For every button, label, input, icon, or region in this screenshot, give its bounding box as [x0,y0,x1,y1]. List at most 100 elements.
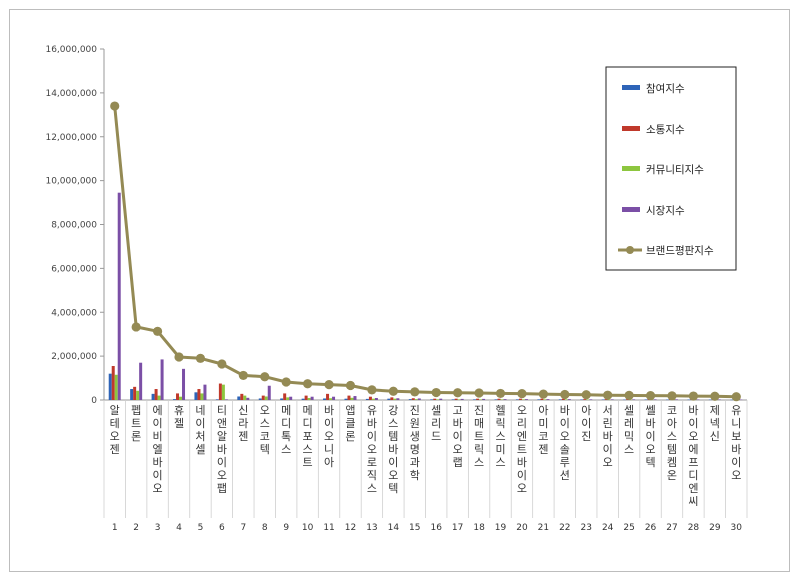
bar-4 [374,398,378,400]
brand-index-point [538,389,548,399]
brand-index-point [303,379,313,389]
bar-2 [433,398,437,400]
bar-4 [503,399,507,400]
x-rank-label: 9 [283,523,289,533]
bar-3 [629,399,633,401]
bar-3 [586,399,590,401]
bar-3 [607,399,611,401]
x-rank-label: 17 [452,523,463,533]
y-tick-label: 12,000,000 [45,133,97,143]
brand-index-point [238,370,248,381]
brand-index-point [431,387,441,398]
legend-swatch [622,126,640,131]
bar-3 [264,396,268,400]
brand-index-point [667,391,677,401]
x-rank-label: 13 [366,523,377,533]
bar-1 [623,399,627,401]
bar-3 [414,399,418,400]
x-rank-label: 10 [302,523,314,533]
x-rank-label: 25 [623,523,634,533]
y-tick-label: 14,000,000 [45,89,97,99]
brand-index-point [367,385,377,395]
bar-1 [665,399,669,401]
bar-4 [739,399,743,401]
bar-4 [546,399,550,400]
bar-2 [261,395,265,400]
y-tick-label: 4,000,000 [51,308,97,318]
y-tick-label: 6,000,000 [51,264,97,274]
bar-3 [243,395,247,400]
bar-3 [564,399,568,400]
bar-3 [350,397,354,400]
bar-2 [347,395,351,400]
bar-3 [286,397,290,400]
bar-1 [644,399,648,400]
bar-1 [601,399,605,400]
legend-swatch [622,85,640,90]
bar-3 [436,399,440,400]
bar-2 [176,393,180,400]
bar-1 [708,399,712,401]
bar-3 [500,399,504,400]
bar-2 [561,398,565,400]
bar-2 [111,365,115,400]
bar-4 [567,399,571,400]
brand-index-point [345,380,356,391]
y-tick-label: 16,000,000 [45,45,97,55]
bar-1 [730,399,734,401]
bar-4 [267,385,271,400]
x-rank-label: 27 [666,523,677,533]
x-rank-label: 18 [473,523,485,533]
bar-4 [289,396,293,400]
bar-2 [283,393,287,400]
bar-2 [368,396,372,400]
brand-index-point [474,388,484,398]
brand-index-point [281,377,291,387]
bar-3 [221,384,225,400]
bar-3 [521,399,525,400]
bar-1 [494,399,498,400]
bar-4 [117,192,121,400]
bar-1 [215,399,219,400]
brand-index-point [174,352,184,362]
brand-index-point [260,372,270,382]
x-rank-label: 11 [323,523,334,533]
bar-4 [524,399,528,400]
legend-label: 커뮤니티지수 [646,164,704,176]
bar-2 [197,389,201,400]
bar-1 [558,399,562,400]
brand-index-point [217,359,227,369]
bar-3 [157,395,161,400]
brand-index-point [453,388,463,398]
bar-4 [632,399,636,400]
bar-2 [390,397,394,400]
bar-1 [323,398,327,400]
bar-4 [310,396,314,400]
x-rank-label: 26 [645,523,657,533]
bar-2 [540,398,544,400]
bar-4 [589,399,593,400]
x-rank-label: 15 [409,523,420,533]
legend-swatch-point [626,246,634,254]
x-rank-label: 4 [176,523,182,533]
bar-3 [457,399,461,400]
bar-2 [604,399,608,400]
y-tick-label: 2,000,000 [51,352,97,362]
bar-1 [451,399,455,400]
bar-4 [246,397,250,400]
x-rank-label: 1 [112,523,118,533]
bar-4 [674,399,678,400]
bar-3 [329,398,333,400]
